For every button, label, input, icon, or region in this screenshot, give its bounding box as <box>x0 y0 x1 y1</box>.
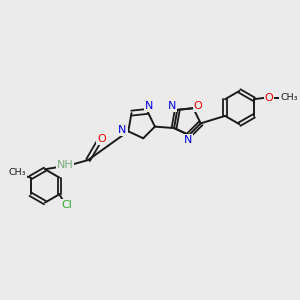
Text: CH₃: CH₃ <box>280 93 298 102</box>
Text: O: O <box>97 134 106 144</box>
Text: N: N <box>118 125 127 135</box>
Text: CH₃: CH₃ <box>9 168 26 177</box>
Text: O: O <box>194 101 203 111</box>
Text: N: N <box>184 135 192 145</box>
Text: NH: NH <box>57 160 74 170</box>
Text: N: N <box>168 101 176 111</box>
Text: N: N <box>145 101 153 111</box>
Text: Cl: Cl <box>61 200 72 210</box>
Text: O: O <box>265 93 273 103</box>
